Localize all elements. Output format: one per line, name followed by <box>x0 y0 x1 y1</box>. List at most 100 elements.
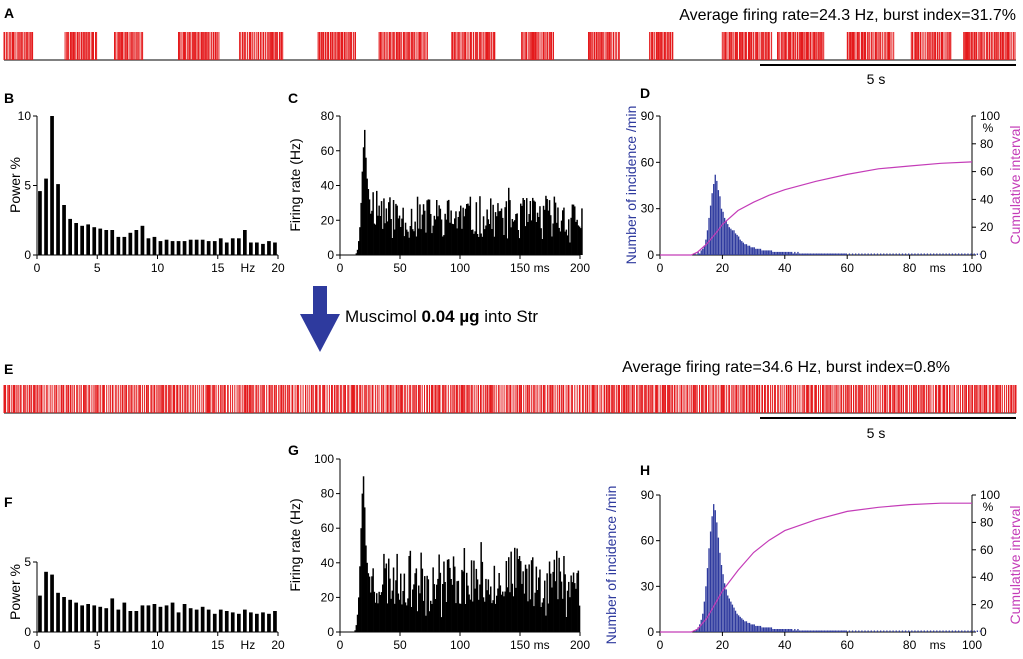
rate-bar <box>556 222 558 255</box>
rate-bar <box>460 603 462 632</box>
power-bar <box>200 606 205 632</box>
rate-bar <box>409 226 412 255</box>
rate-bar <box>461 228 463 255</box>
power-bar <box>206 241 211 255</box>
x-unit-label: ms <box>930 638 946 652</box>
power-bar <box>164 605 169 632</box>
isi-bar <box>870 253 872 255</box>
y-tick-label: 60 <box>321 521 335 535</box>
isi-bar <box>766 250 768 255</box>
rate-bar <box>431 604 433 632</box>
isi-bar <box>914 253 916 255</box>
isi-bar <box>770 250 773 255</box>
rate-bar <box>490 586 492 632</box>
rate-bar <box>554 202 557 255</box>
panel-label-G: G <box>288 442 299 458</box>
rate-bar <box>355 625 358 632</box>
isi-bar <box>797 251 799 255</box>
rate-bar <box>388 202 390 255</box>
isi-bar <box>873 253 876 255</box>
power-bar <box>218 609 223 632</box>
isi-bar <box>876 630 879 632</box>
rate-bar <box>475 568 478 632</box>
rate-bar <box>502 217 504 255</box>
isi-bar <box>830 630 832 632</box>
rate-bar <box>466 572 468 632</box>
isi-bar <box>800 630 802 632</box>
x-tick-label: 10 <box>151 638 165 652</box>
isi-bar <box>716 180 718 255</box>
isi-bar <box>842 253 844 255</box>
isi-bar <box>748 622 751 632</box>
rate-bar <box>506 587 509 632</box>
rate-bar <box>529 201 532 255</box>
power-bar <box>218 238 223 255</box>
rate-bar <box>358 597 360 632</box>
rate-bar <box>414 221 416 255</box>
rate-bar <box>569 597 571 632</box>
isi-bar <box>778 251 780 255</box>
rate-bar <box>390 219 392 255</box>
rate-bar <box>367 573 370 632</box>
rate-bar <box>445 219 448 255</box>
rate-bar <box>574 583 576 632</box>
isi-bar <box>719 196 721 255</box>
rate-bar <box>508 187 510 255</box>
rate-bar <box>569 242 571 255</box>
isi-bar <box>787 629 790 632</box>
isi-bar <box>789 251 791 255</box>
isi-bar <box>805 630 807 632</box>
rate-bar <box>544 209 546 255</box>
rate-bar <box>464 604 467 632</box>
power-bar <box>128 611 133 632</box>
rate-bar <box>397 218 400 255</box>
isi-bar <box>741 241 743 255</box>
power-bar <box>194 239 199 255</box>
rate-bar <box>452 556 455 632</box>
power-bar <box>224 242 229 255</box>
power-bar <box>182 241 187 255</box>
isi-bar <box>744 244 746 255</box>
isi-bar <box>954 630 957 632</box>
rate-bar <box>480 233 482 255</box>
isi-bar <box>826 253 829 255</box>
rate-bar <box>502 591 504 632</box>
isi-bar <box>755 625 757 632</box>
rate-bar <box>516 548 518 632</box>
rate-bar <box>529 599 532 632</box>
rate-bar <box>491 603 493 632</box>
panel-label-C: C <box>288 90 298 106</box>
rate-bar <box>418 585 420 632</box>
rate-bar <box>551 236 553 255</box>
rate-bar <box>524 226 527 255</box>
rate-bar <box>504 591 506 632</box>
power-bar <box>188 608 193 632</box>
rate-bar <box>437 216 439 255</box>
rate-bar <box>496 216 498 255</box>
rate-bar <box>391 590 394 632</box>
rate-bar <box>398 215 401 255</box>
rate-bar <box>541 239 544 255</box>
x-tick-label: 200 <box>570 261 590 275</box>
isi-bar <box>766 627 768 632</box>
isi-bar <box>694 253 696 255</box>
isi-bar <box>761 627 763 632</box>
rate-bar <box>380 592 383 632</box>
rate-bar <box>364 129 366 255</box>
rate-bar <box>486 209 488 255</box>
isi-bar <box>834 253 837 255</box>
power-bar <box>38 191 42 255</box>
isi-bar <box>855 630 857 632</box>
ylabel-H: Number of incidence /min <box>603 486 619 645</box>
y-tick-label: 20 <box>321 213 335 227</box>
rate-bar <box>402 591 404 632</box>
isi-bar <box>867 630 869 632</box>
isi-bar <box>848 253 851 255</box>
isi-bar <box>784 251 787 255</box>
power-bar <box>44 178 48 255</box>
rate-bar <box>559 571 562 632</box>
isi-bar <box>723 583 726 632</box>
isi-bar <box>753 247 755 255</box>
rate-bar <box>463 216 466 255</box>
power-bar <box>80 605 84 632</box>
